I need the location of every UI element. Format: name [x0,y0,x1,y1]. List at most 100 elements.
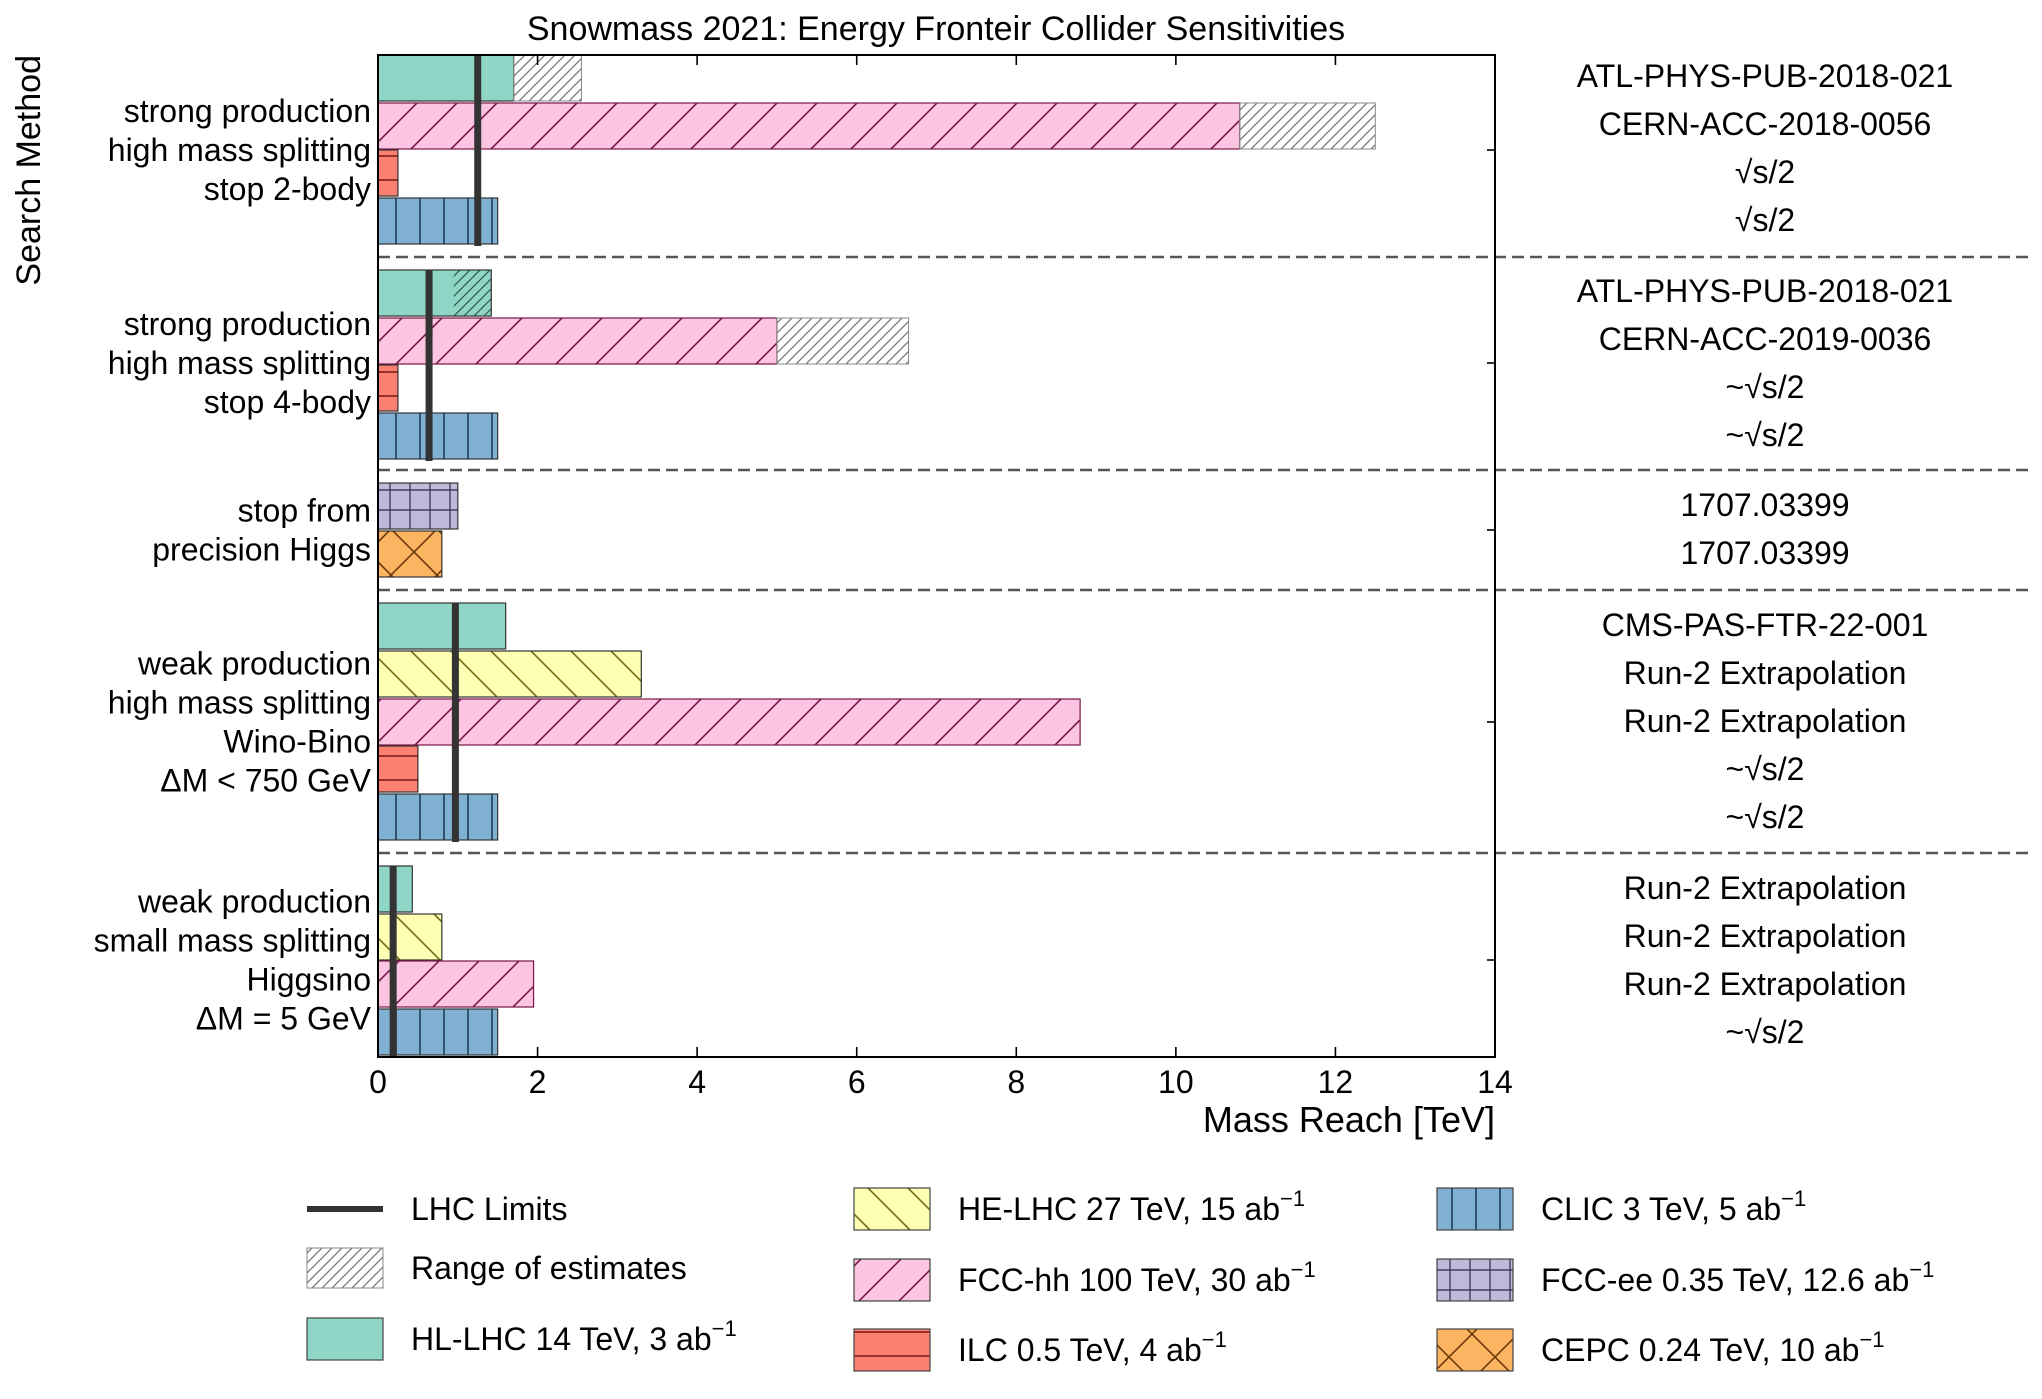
legend-label: FCC-ee 0.35 TeV, 12.6 ab−1 [1541,1257,1934,1298]
legend-swatch-hatch-fcchh [854,1259,930,1301]
legend-item-helhc: HE-LHC 27 TeV, 15 ab−1 [853,1186,1305,1231]
group-label: high mass splitting [108,685,371,721]
reference-label: Run-2 Extrapolation [1624,918,1907,954]
chart-title: Snowmass 2021: Energy Fronteir Collider … [527,10,1345,48]
legend-swatch-hatch-ilc [854,1329,930,1371]
legend-label: LHC Limits [411,1191,567,1227]
bar-hatch-fcchh [378,103,1240,149]
legend-label-superscript: −1 [1280,1186,1305,1211]
bar-hatch-helhc [378,651,642,697]
y-axis [1487,149,1495,961]
reference-label: ~√s/2 [1726,369,1805,405]
bar-hatch-fccee [378,483,458,529]
x-tick-label: 6 [848,1064,866,1100]
bar-hatch-clic [378,1009,498,1055]
bar-hatch-fcchh [378,318,777,364]
x-tick-label: 10 [1158,1064,1194,1100]
legend-swatch-hllhc [307,1318,383,1360]
reference-label: Run-2 Extrapolation [1624,703,1907,739]
reference-label: 1707.03399 [1680,487,1849,523]
group-label: small mass splitting [94,923,371,959]
plot-frame [377,54,1496,1058]
legend-swatch-outline-clic [1436,1187,1514,1231]
y-axis-label: Search Method [10,55,48,286]
bar-hatch-clic [378,413,498,459]
legend-item-hllhc: HL-LHC 14 TeV, 3 ab−1 [306,1316,737,1361]
reference-label: Run-2 Extrapolation [1624,655,1907,691]
bar-hatch-clic [378,794,498,840]
legend-label-superscript: −1 [712,1316,737,1341]
legend-label-superscript: −1 [1859,1327,1884,1352]
range-estimate [776,317,910,365]
range-estimate [513,54,582,102]
bars-layer [377,54,1376,1056]
legend-label: HE-LHC 27 TeV, 15 ab−1 [958,1186,1305,1227]
reference-label: ATL-PHYS-PUB-2018-021 [1577,58,1953,94]
x-tick-label: 12 [1318,1064,1354,1100]
group-label: precision Higgs [152,532,371,568]
legend-swatch-hatch-cepc [1437,1329,1513,1371]
legend-item-lhc: LHC Limits [307,1191,567,1227]
legend-label: ILC 0.5 TeV, 4 ab−1 [958,1327,1227,1368]
legend-swatch-outline-helhc [853,1187,931,1231]
legend-label-superscript: −1 [1909,1257,1934,1282]
legend: LHC Limits Range of estimates HL-LHC 14 Te… [306,1186,1934,1372]
legend-swatch-outline-cepc [1436,1328,1514,1372]
reference-label: CERN-ACC-2018-0056 [1599,106,1932,142]
legend-item-ilc: ILC 0.5 TeV, 4 ab−1 [853,1327,1227,1372]
x-tick-label: 4 [688,1064,706,1100]
group-label: ΔM < 750 GeV [160,763,371,799]
legend-swatch-hatch-helhc [854,1188,930,1230]
legend-item-clic: CLIC 3 TeV, 5 ab−1 [1436,1186,1806,1231]
bar-hatch-cepc [378,531,442,577]
reference-label: ~√s/2 [1726,417,1805,453]
legend-label-text: FCC-hh 100 TeV, 30 ab [958,1262,1291,1298]
legend-label: FCC-hh 100 TeV, 30 ab−1 [958,1257,1316,1298]
range-estimate [453,270,492,316]
legend-label-text: CLIC 3 TeV, 5 ab [1541,1191,1781,1227]
group-label: high mass splitting [108,345,371,381]
bar-hatch-helhc [378,914,442,960]
reference-label: ~√s/2 [1726,1014,1805,1050]
legend-item-range: Range of estimates [306,1247,687,1289]
legend-swatch-outline-fcchh [853,1258,931,1302]
group-label: weak production [137,884,371,920]
x-tick-label: 14 [1477,1064,1513,1100]
reference-label: CERN-ACC-2019-0036 [1599,321,1932,357]
x-axis: 0 2 4 6 8 10 12 14 [369,55,1513,1100]
group-label: Higgsino [246,962,371,998]
legend-label-text: HE-LHC 27 TeV, 15 ab [958,1191,1280,1227]
x-tick-label: 0 [369,1064,387,1100]
legend-label-text: HL-LHC 14 TeV, 3 ab [411,1321,712,1357]
bar-hllhc [378,603,506,649]
range-estimate [1239,102,1376,150]
legend-swatch-outline-hllhc [306,1317,384,1361]
legend-swatch-range [306,1247,384,1289]
legend-swatch-hatch-fccee [1437,1259,1513,1301]
x-tick-label: 8 [1007,1064,1025,1100]
bar-hatch-fcchh [378,961,534,1007]
bar-hatch-ilc [378,150,398,196]
group-label: stop from [238,493,371,529]
reference-label: √s/2 [1735,202,1795,238]
legend-swatch-hatch-clic [1437,1188,1513,1230]
legend-label-superscript: −1 [1291,1257,1316,1282]
reference-labels: ATL-PHYS-PUB-2018-021 CERN-ACC-2018-0056 √… [1577,58,1953,1050]
group-label: high mass splitting [108,132,371,168]
reference-label: CMS-PAS-FTR-22-001 [1602,607,1929,643]
legend-label: HL-LHC 14 TeV, 3 ab−1 [411,1316,737,1357]
group-separators [378,255,2030,855]
reference-label: ~√s/2 [1726,799,1805,835]
bar-hatch-ilc [378,365,398,411]
legend-label: Range of estimates [411,1250,687,1286]
legend-item-fccee: FCC-ee 0.35 TeV, 12.6 ab−1 [1436,1257,1934,1302]
legend-label-text: LHC Limits [411,1191,567,1227]
reference-label: Run-2 Extrapolation [1624,870,1907,906]
reference-label: Run-2 Extrapolation [1624,966,1907,1002]
reference-label: 1707.03399 [1680,535,1849,571]
legend-label-superscript: −1 [1202,1327,1227,1352]
group-label: Wino-Bino [223,724,371,760]
group-label: stop 4-body [204,384,371,420]
